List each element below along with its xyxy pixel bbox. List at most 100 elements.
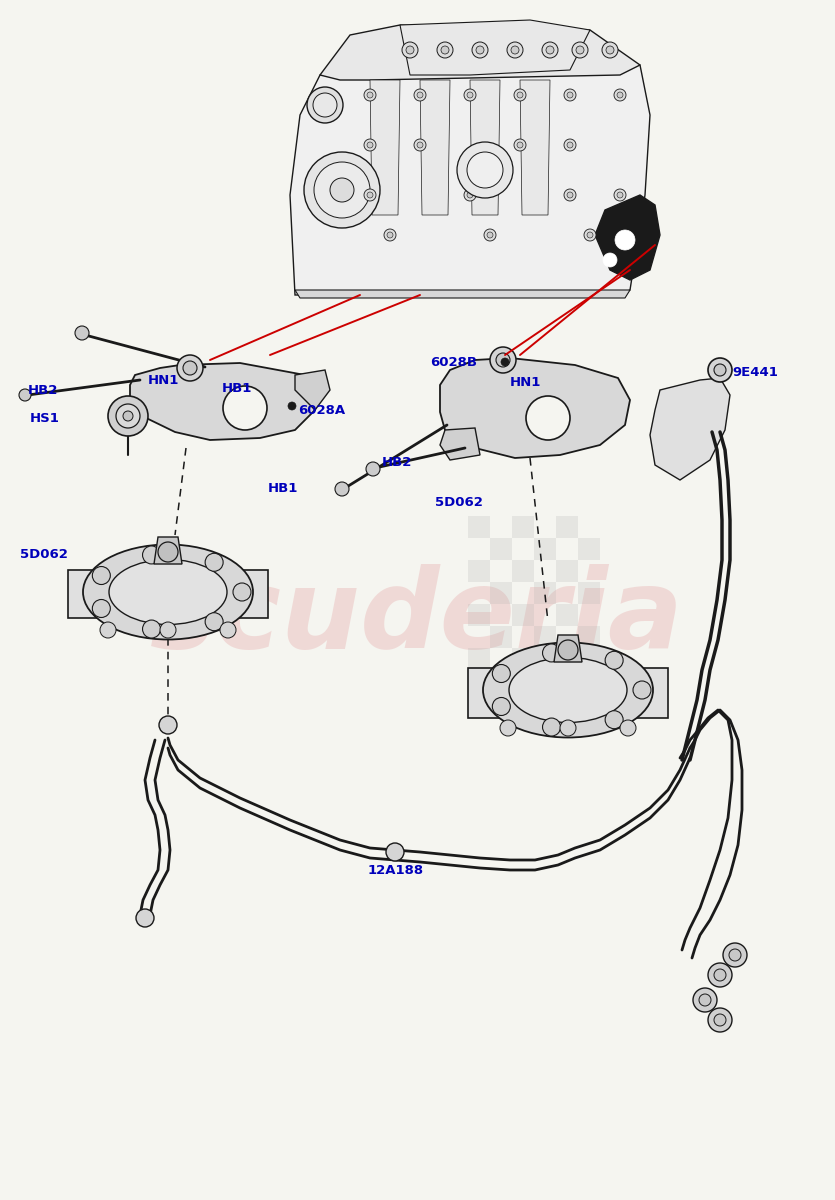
Bar xyxy=(489,582,512,604)
Polygon shape xyxy=(154,538,182,564)
Circle shape xyxy=(543,718,560,736)
Circle shape xyxy=(402,42,418,58)
Circle shape xyxy=(364,188,376,200)
Circle shape xyxy=(501,358,509,366)
Circle shape xyxy=(584,229,596,241)
Circle shape xyxy=(364,139,376,151)
Circle shape xyxy=(511,46,519,54)
Circle shape xyxy=(576,46,584,54)
Circle shape xyxy=(406,46,414,54)
Bar xyxy=(534,626,555,648)
Circle shape xyxy=(507,42,523,58)
Circle shape xyxy=(205,613,223,631)
Polygon shape xyxy=(595,194,660,280)
Circle shape xyxy=(714,970,726,982)
Bar xyxy=(489,538,512,560)
Circle shape xyxy=(723,943,747,967)
Circle shape xyxy=(729,949,741,961)
Polygon shape xyxy=(370,80,400,215)
Circle shape xyxy=(304,152,380,228)
Circle shape xyxy=(75,326,89,340)
Circle shape xyxy=(367,142,373,148)
Circle shape xyxy=(543,644,560,662)
Polygon shape xyxy=(520,80,550,215)
Circle shape xyxy=(546,46,554,54)
Circle shape xyxy=(567,142,573,148)
Bar xyxy=(468,516,489,538)
Circle shape xyxy=(123,410,133,421)
Bar xyxy=(555,560,578,582)
Text: HN1: HN1 xyxy=(148,373,180,386)
Circle shape xyxy=(205,553,223,571)
Ellipse shape xyxy=(483,642,653,738)
Circle shape xyxy=(386,842,404,862)
Bar xyxy=(512,648,534,670)
Circle shape xyxy=(367,192,373,198)
Circle shape xyxy=(223,386,267,430)
Circle shape xyxy=(514,89,526,101)
Polygon shape xyxy=(440,428,480,460)
Circle shape xyxy=(567,192,573,198)
Circle shape xyxy=(19,389,31,401)
Polygon shape xyxy=(130,362,320,440)
Circle shape xyxy=(560,720,576,736)
Text: HB1: HB1 xyxy=(222,382,252,395)
Bar xyxy=(555,648,578,670)
Circle shape xyxy=(457,142,513,198)
Polygon shape xyxy=(290,65,650,295)
Circle shape xyxy=(567,92,573,98)
Bar xyxy=(555,516,578,538)
Circle shape xyxy=(500,720,516,736)
Circle shape xyxy=(183,361,197,374)
Circle shape xyxy=(467,192,473,198)
Circle shape xyxy=(605,710,623,728)
Circle shape xyxy=(136,910,154,926)
Bar xyxy=(578,538,600,560)
Text: HS1: HS1 xyxy=(30,412,60,425)
Circle shape xyxy=(496,353,510,367)
Circle shape xyxy=(288,402,296,410)
Bar xyxy=(512,516,534,538)
Circle shape xyxy=(564,139,576,151)
Circle shape xyxy=(714,1014,726,1026)
Circle shape xyxy=(633,680,651,698)
Circle shape xyxy=(617,92,623,98)
Circle shape xyxy=(514,139,526,151)
Circle shape xyxy=(493,697,510,715)
Ellipse shape xyxy=(83,545,253,640)
Circle shape xyxy=(387,232,393,238)
Circle shape xyxy=(526,396,570,440)
Circle shape xyxy=(614,89,626,101)
Circle shape xyxy=(220,622,236,638)
Circle shape xyxy=(160,622,176,638)
Circle shape xyxy=(467,92,473,98)
Circle shape xyxy=(493,665,510,683)
Circle shape xyxy=(517,92,523,98)
Circle shape xyxy=(476,46,484,54)
Circle shape xyxy=(614,188,626,200)
Circle shape xyxy=(487,232,493,238)
Circle shape xyxy=(617,192,623,198)
Circle shape xyxy=(605,652,623,670)
Circle shape xyxy=(108,396,148,436)
Circle shape xyxy=(708,358,732,382)
Polygon shape xyxy=(420,80,450,215)
Circle shape xyxy=(602,42,618,58)
Bar xyxy=(534,538,555,560)
Circle shape xyxy=(367,92,373,98)
Circle shape xyxy=(472,42,488,58)
Circle shape xyxy=(335,482,349,496)
Circle shape xyxy=(603,253,617,266)
Text: scuderia: scuderia xyxy=(150,564,684,671)
Circle shape xyxy=(314,162,370,218)
Circle shape xyxy=(307,86,343,122)
Ellipse shape xyxy=(109,559,227,624)
Circle shape xyxy=(366,462,380,476)
Circle shape xyxy=(708,962,732,986)
Circle shape xyxy=(699,994,711,1006)
Circle shape xyxy=(158,542,178,562)
Circle shape xyxy=(441,46,449,54)
Bar xyxy=(489,626,512,648)
Polygon shape xyxy=(320,25,640,80)
Circle shape xyxy=(693,988,717,1012)
